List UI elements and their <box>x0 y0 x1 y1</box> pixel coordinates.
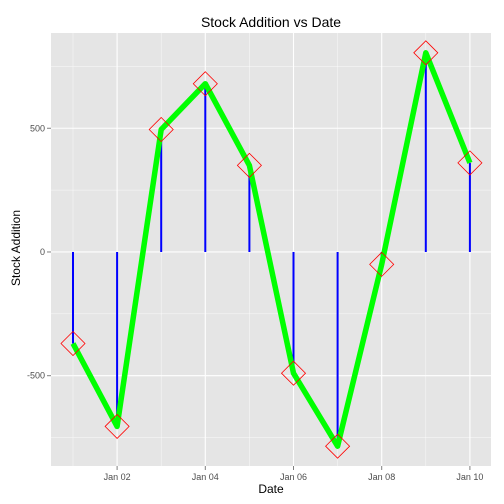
data-point-marker <box>325 433 351 459</box>
data-point-marker <box>192 71 218 97</box>
chart-title: Stock Addition vs Date <box>201 14 341 30</box>
data-point-marker <box>104 413 130 439</box>
x-tick-label: Jan 02 <box>104 472 131 482</box>
y-axis-title: Stock Addition <box>9 210 23 286</box>
stems <box>72 52 471 447</box>
data-point-marker <box>369 251 395 277</box>
x-tick-label: Jan 10 <box>456 472 483 482</box>
x-axis-ticks: Jan 02 Jan 04 Jan 06 Jan 08 Jan 10 <box>104 466 483 482</box>
x-axis-title: Date <box>258 482 284 496</box>
y-tick-label: 0 <box>40 247 45 257</box>
series-line-path <box>70 50 473 449</box>
data-point-marker <box>60 330 86 357</box>
series-line <box>70 50 473 449</box>
y-tick-label: -500 <box>27 371 45 381</box>
data-point-marker <box>457 150 483 176</box>
x-tick-label: Jan 06 <box>280 472 307 482</box>
y-axis-ticks: -500 0 500 <box>27 123 51 381</box>
data-point-marker <box>280 360 307 386</box>
markers <box>60 40 483 459</box>
y-tick-label: 500 <box>30 123 45 133</box>
x-tick-label: Jan 08 <box>368 472 395 482</box>
data-point-marker <box>148 116 174 143</box>
data-point-marker <box>236 152 262 178</box>
data-point-marker <box>413 40 439 66</box>
x-tick-label: Jan 04 <box>192 472 219 482</box>
